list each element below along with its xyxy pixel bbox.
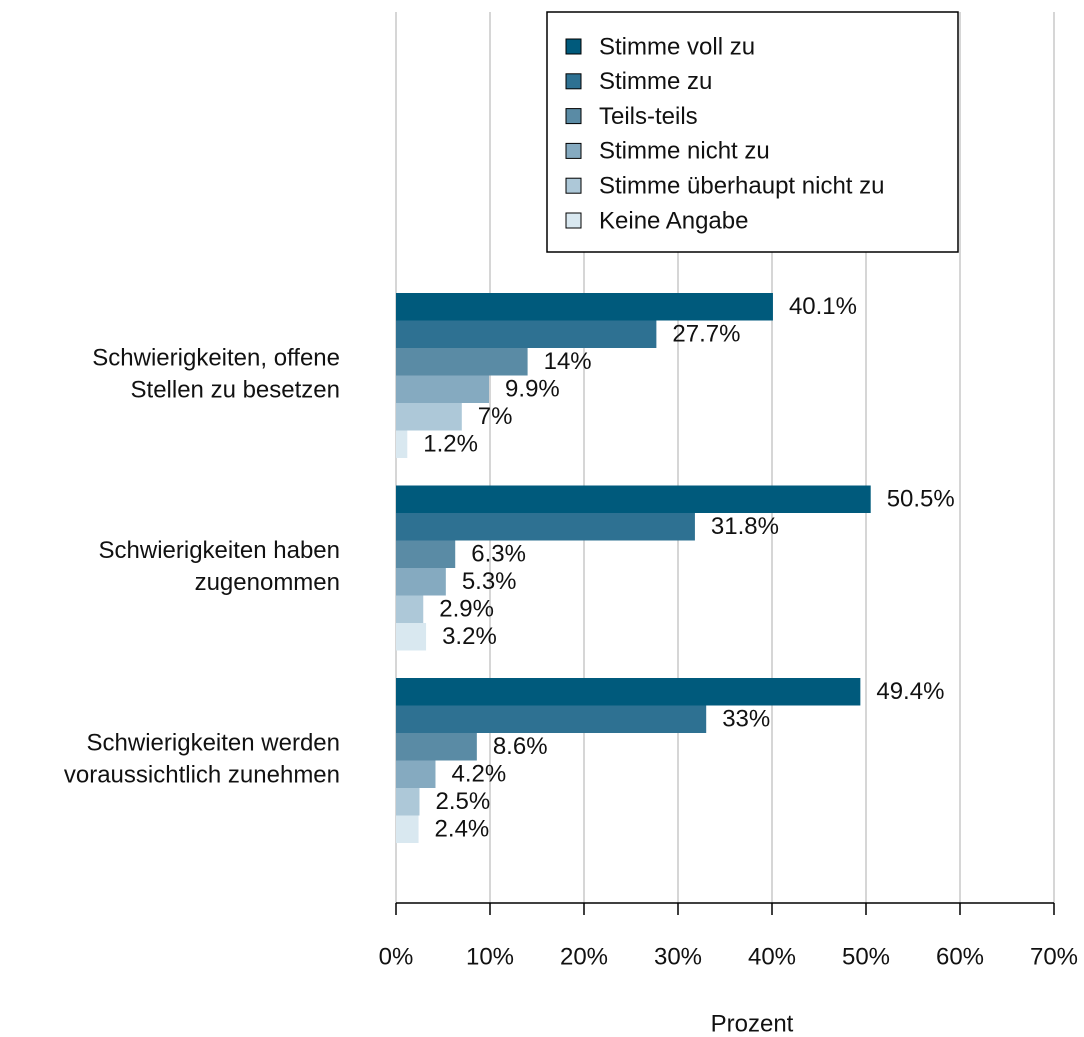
bar (396, 623, 427, 651)
category-label-line: Schwierigkeiten werden (87, 730, 340, 757)
legend-label: Stimme zu (599, 68, 712, 95)
legend-swatch (565, 108, 582, 125)
legend-swatch (565, 73, 582, 90)
x-tick-label: 30% (654, 943, 702, 970)
data-label: 2.4% (435, 816, 490, 843)
bar (396, 788, 420, 816)
bar (396, 375, 490, 403)
x-tick-label: 20% (560, 943, 608, 970)
data-label: 27.7% (672, 321, 740, 348)
legend-swatch (565, 142, 582, 159)
category-label: Schwierigkeiten, offene Stellen zu besetz… (92, 345, 340, 404)
category-label-line: zugenommen (195, 569, 340, 596)
bar (396, 678, 861, 706)
bar (396, 733, 477, 761)
data-label: 9.9% (505, 376, 560, 403)
x-tick-label: 70% (1030, 943, 1078, 970)
bar (396, 513, 695, 541)
x-tick-label: 60% (936, 943, 984, 970)
legend-box (546, 11, 959, 253)
data-label: 33% (722, 706, 770, 733)
bar (396, 815, 419, 843)
x-tick-label: 40% (748, 943, 796, 970)
category-label-line: Schwierigkeiten haben (99, 537, 341, 564)
data-label: 2.9% (439, 596, 494, 623)
legend-label: Stimme voll zu (599, 33, 755, 60)
category-label-line: Schwierigkeiten, offene (92, 345, 340, 372)
category-label: Schwierigkeiten haben zugenommen (99, 537, 341, 596)
category-label-line: Stellen zu besetzen (131, 377, 340, 404)
data-label: 31.8% (711, 513, 779, 540)
data-label: 5.3% (462, 568, 517, 595)
data-label: 1.2% (423, 431, 478, 458)
x-tick-label: 10% (466, 943, 514, 970)
legend-label: Stimme nicht zu (599, 138, 770, 165)
category-label: Schwierigkeiten werden voraussichtlich zu… (64, 730, 340, 789)
legend-label: Teils-teils (599, 103, 698, 130)
data-label: 8.6% (493, 733, 548, 760)
data-label: 14% (544, 348, 592, 375)
bar (396, 320, 657, 348)
data-label: 6.3% (471, 541, 526, 568)
legend-label: Stimme überhaupt nicht zu (599, 173, 884, 200)
bar (396, 485, 871, 513)
data-label: 3.2% (442, 623, 497, 650)
data-label: 49.4% (876, 678, 944, 705)
bar (396, 705, 707, 733)
data-label: 50.5% (887, 486, 955, 513)
bar (396, 595, 424, 623)
data-label: 2.5% (436, 788, 491, 815)
x-tick-label: 0% (379, 943, 414, 970)
bar (396, 760, 436, 788)
legend-label: Keine Angabe (599, 207, 748, 234)
legend-swatch (565, 177, 582, 194)
legend-swatch (565, 38, 582, 55)
data-label: 4.2% (451, 761, 506, 788)
x-axis-label: Prozent (711, 1010, 794, 1037)
category-label-line: voraussichtlich zunehmen (64, 762, 340, 789)
bar (396, 348, 528, 376)
data-label: 7% (478, 403, 513, 430)
bar (396, 293, 773, 321)
bar (396, 430, 408, 458)
bar (396, 403, 462, 431)
data-label: 40.1% (789, 293, 857, 320)
x-tick-label: 50% (842, 943, 890, 970)
bar (396, 568, 446, 596)
bar (396, 540, 456, 568)
legend-swatch (565, 212, 582, 229)
